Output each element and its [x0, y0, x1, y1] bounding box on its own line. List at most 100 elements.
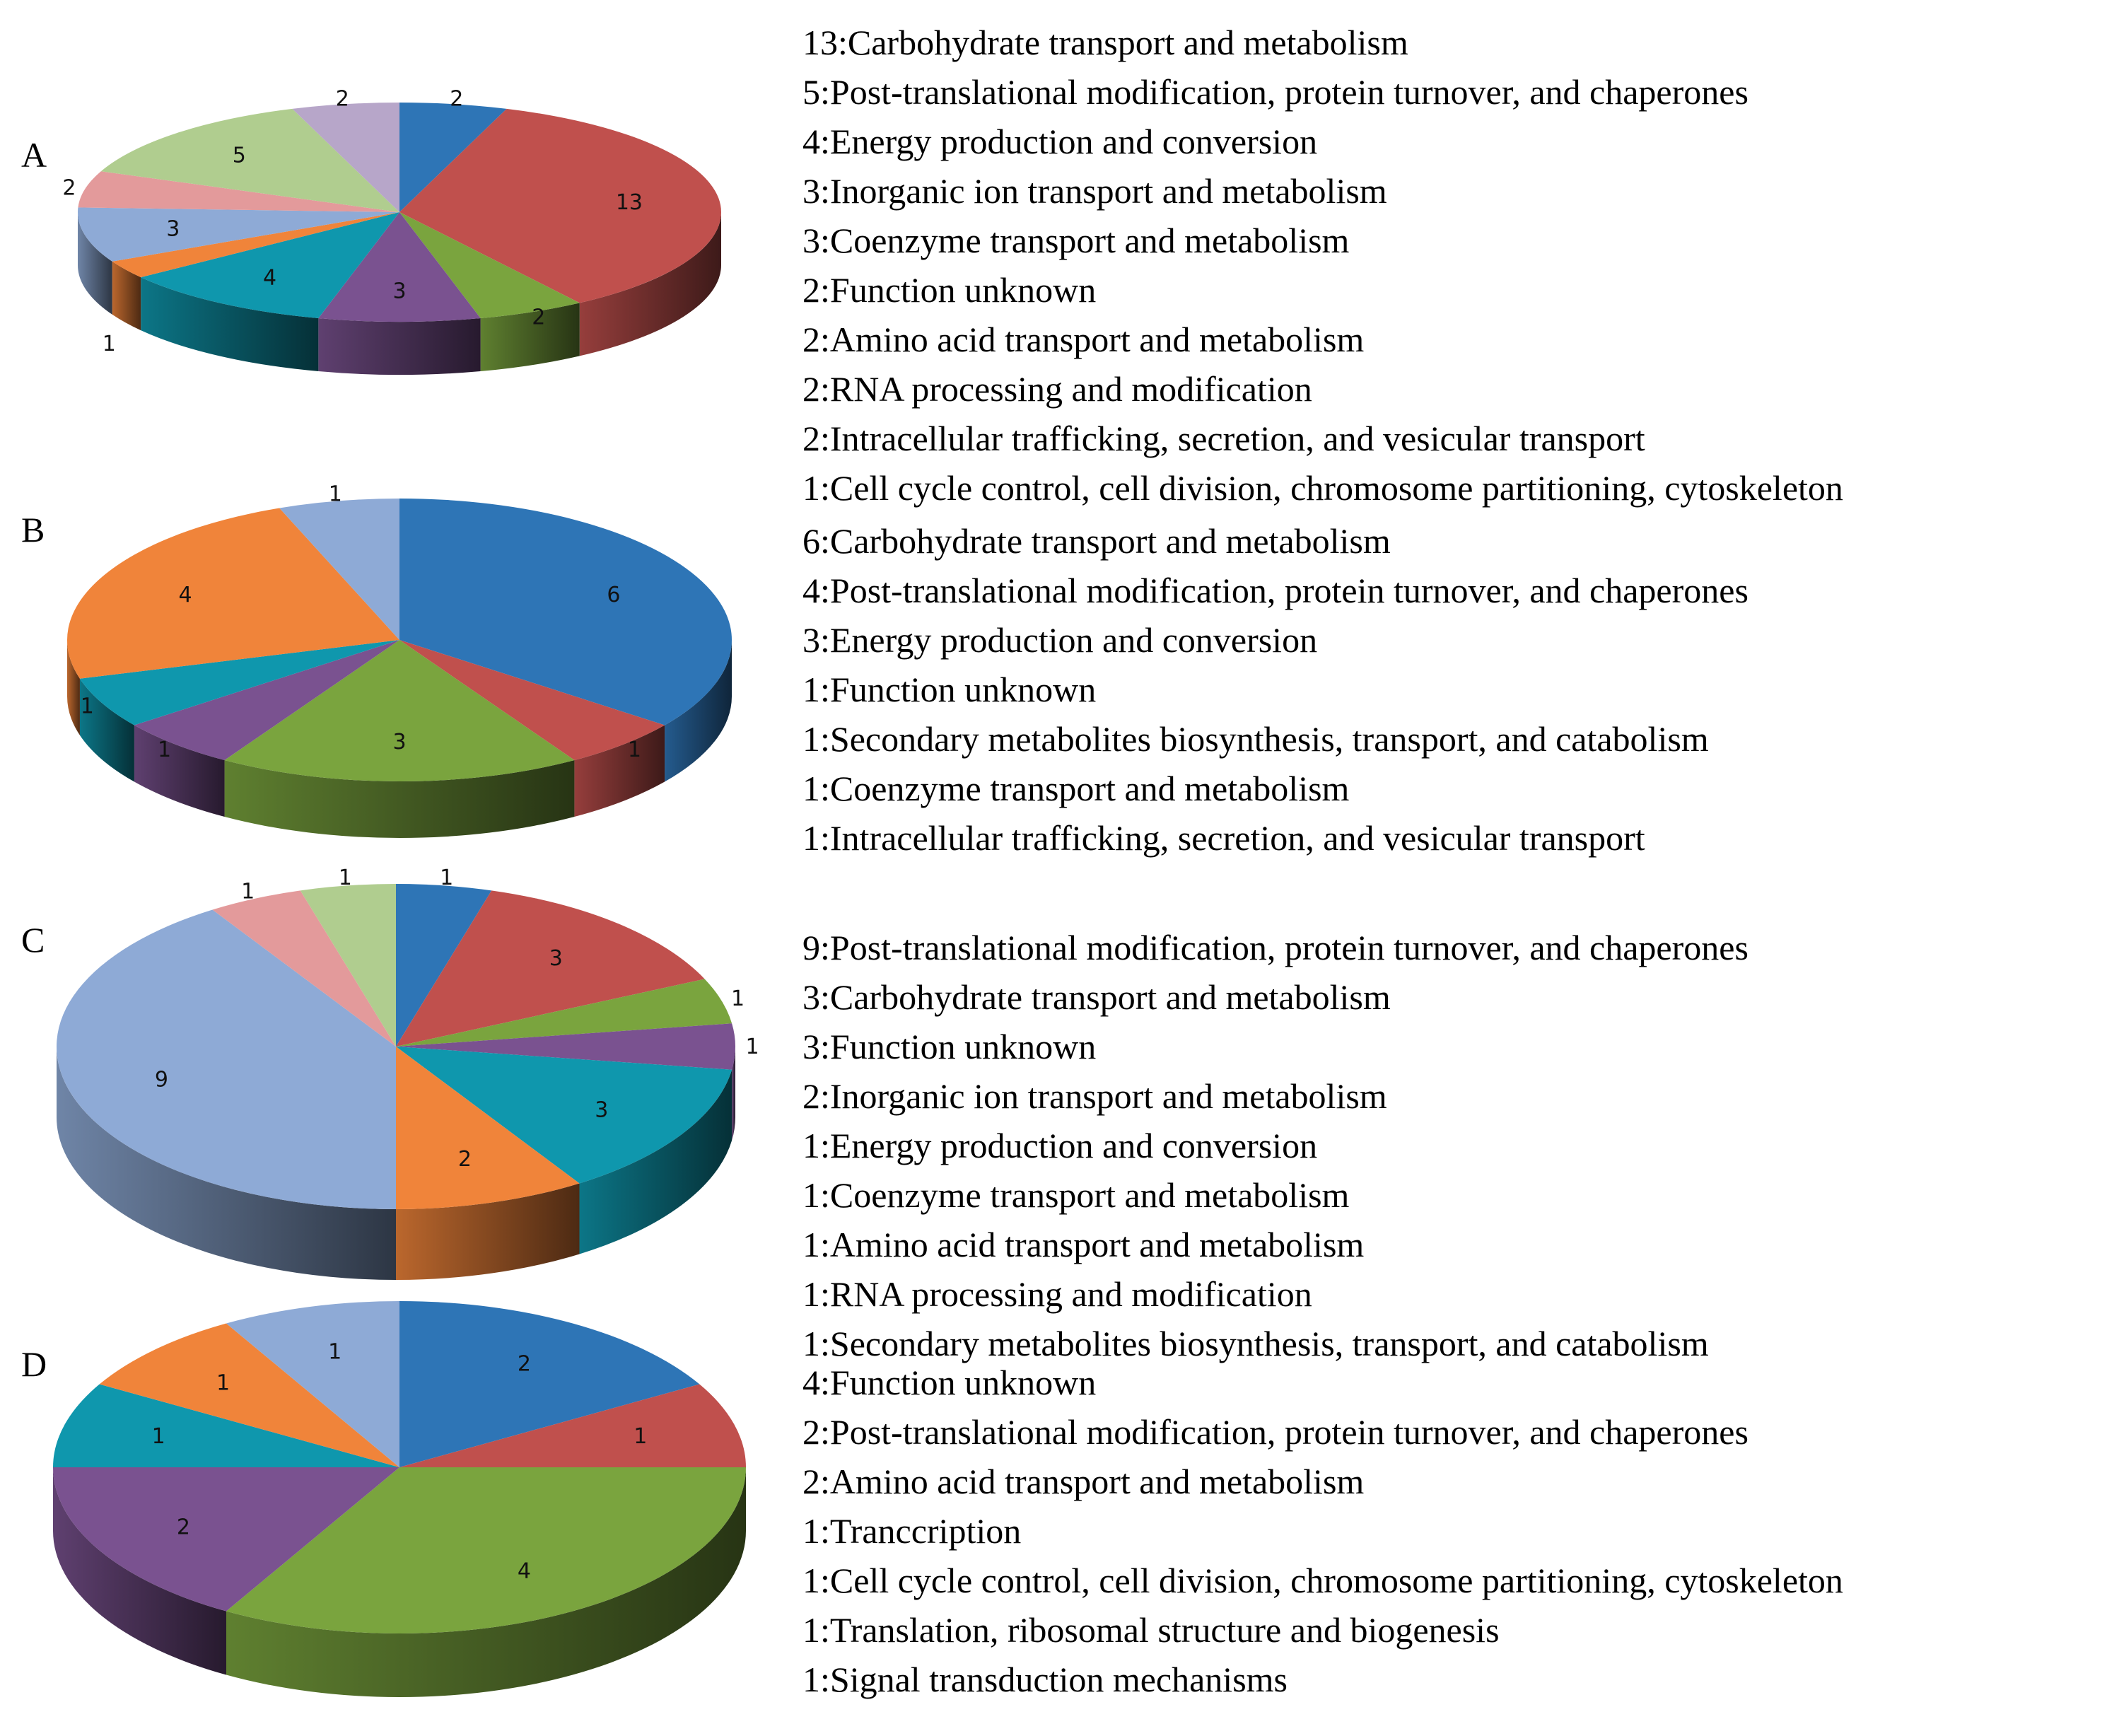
slice-side-wall: [732, 1047, 735, 1141]
legend-item: 1:Cell cycle control, cell division, chr…: [802, 468, 1843, 508]
slice-value-label: 1: [158, 738, 171, 762]
legend: 4:Function unknown 2:Post-translational …: [802, 1358, 1843, 1704]
pie-slice: [399, 212, 580, 318]
pie-slice: [399, 103, 507, 212]
legend-item: 1:RNA processing and modification: [802, 1274, 1312, 1314]
pie-slice: [396, 1047, 732, 1184]
legend-item: 2:Inorganic ion transport and metabolism: [802, 1076, 1387, 1116]
slice-side-wall: [579, 1069, 732, 1254]
slice-value-label: 3: [549, 946, 563, 971]
pie-slice: [279, 499, 399, 640]
slice-value-label: 6: [607, 583, 620, 607]
pie-slice: [396, 1047, 580, 1209]
pie-slice: [224, 640, 575, 781]
legend-item: 13:Carbohydrate transport and metabolism: [802, 23, 1408, 62]
pie-chart: 2 1 4 2 1 1 1: [52, 1301, 746, 1697]
slice-value-label: 4: [518, 1559, 531, 1584]
slice-value-label: 2: [518, 1351, 531, 1376]
slice-side-wall: [78, 212, 112, 315]
legend-item: 1:Intracellular trafficking, secretion, …: [802, 818, 1645, 858]
pie-slice: [57, 909, 397, 1209]
legend-item: 4:Function unknown: [802, 1363, 1097, 1402]
legend-item: 3:Function unknown: [802, 1027, 1097, 1066]
slice-value-label: 2: [62, 176, 76, 201]
slice-side-wall: [141, 277, 319, 371]
pie-slice: [399, 499, 732, 726]
legend-item: 1:Coenzyme transport and metabolism: [802, 1175, 1350, 1215]
pie-slice: [78, 207, 400, 262]
legend-item: 1:Energy production and conversion: [802, 1126, 1318, 1165]
slice-side-wall: [318, 318, 481, 375]
pie-slice: [100, 108, 399, 212]
legend-item: 4:Energy production and conversion: [802, 122, 1318, 161]
legend-item: 5:Post-translational modification, prote…: [802, 72, 1749, 112]
slice-value-label: 1: [328, 1340, 342, 1365]
slice-side-wall: [226, 1467, 746, 1697]
pie-slice: [141, 212, 399, 318]
pie-slice: [226, 1301, 399, 1467]
slice-side-wall: [79, 678, 134, 782]
slice-side-wall: [224, 760, 575, 838]
slice-value-label: 1: [329, 482, 342, 507]
slice-value-label: 2: [532, 305, 545, 330]
pie-slice: [212, 890, 396, 1047]
panel-b: B 6 1 3 1 1 4 1 6:Carbohydrate transport and m…: [0, 482, 2119, 898]
pie-slice: [53, 1384, 399, 1467]
slice-value-label: 9: [155, 1068, 168, 1093]
pie-slice: [79, 640, 399, 726]
slice-value-label: 3: [166, 217, 180, 242]
legend-item: 1:Signal transduction mechanisms: [802, 1660, 1288, 1699]
legend-item: 1:Translation, ribosomal structure and b…: [802, 1610, 1500, 1650]
legend-item: 9:Post-translational modification, prote…: [802, 928, 1749, 967]
legend-item: 2:RNA processing and modification: [802, 369, 1312, 409]
slice-value-label: 1: [634, 1424, 647, 1449]
legend-item: 1:Tranccription: [802, 1511, 1022, 1551]
slice-value-label: 1: [152, 1424, 165, 1449]
pie-slice: [399, 1301, 700, 1467]
pie-slice: [399, 1384, 746, 1467]
panel-label: A: [21, 135, 47, 175]
legend-item: 1:Amino acid transport and metabolism: [802, 1225, 1365, 1264]
slice-side-wall: [396, 1183, 580, 1280]
pie-slice: [318, 212, 481, 322]
pie-slice: [226, 1467, 746, 1633]
legend-item: 3:Coenzyme transport and metabolism: [802, 221, 1350, 260]
legend: 9:Post-translational modification, prote…: [802, 923, 1749, 1368]
slice-side-wall: [574, 725, 665, 817]
pie-chart: 6 1 3 1 1 4 1: [67, 482, 732, 838]
legend-item: 1:Cell cycle control, cell division, chr…: [802, 1561, 1843, 1600]
slice-side-wall: [134, 725, 225, 817]
slice-value-label: 1: [745, 1035, 759, 1059]
slice-side-wall: [67, 640, 80, 735]
panel-d: D 2 1 4 2 1 1 1 4:Function unknown 2:Post-tran…: [0, 1301, 2119, 1736]
slice-value-label: 3: [595, 1098, 608, 1123]
slice-side-wall: [112, 261, 141, 331]
legend-item: 3:Inorganic ion transport and metabolism: [802, 171, 1387, 211]
pie-slice: [78, 171, 399, 212]
legend-item: 2:Amino acid transport and metabolism: [802, 1462, 1365, 1501]
legend-item: 2:Function unknown: [802, 270, 1097, 310]
slice-value-label: 1: [440, 866, 453, 890]
pie-slice: [399, 640, 665, 761]
pie-slice: [396, 979, 732, 1047]
slice-value-label: 3: [392, 279, 406, 304]
slice-value-label: 1: [241, 879, 255, 904]
pie-slice: [300, 884, 396, 1047]
panel-label: C: [21, 920, 45, 960]
legend-item: 3:Energy production and conversion: [802, 620, 1318, 660]
pie-slice: [134, 640, 400, 761]
pie-slice: [399, 108, 722, 303]
legend: 13:Carbohydrate transport and metabolism…: [802, 18, 1843, 513]
legend: 6:Carbohydrate transport and metabolism …: [802, 516, 1749, 863]
slice-value-label: 1: [103, 332, 116, 356]
slice-side-wall: [579, 212, 721, 356]
slice-side-wall: [57, 1047, 396, 1280]
slice-value-label: 1: [81, 694, 94, 719]
slice-value-label: 13: [616, 190, 643, 215]
slice-value-label: 1: [216, 1370, 230, 1395]
slice-value-label: 3: [392, 730, 406, 755]
legend-item: 1:Secondary metabolites biosynthesis, tr…: [802, 1324, 1709, 1363]
pie-slice: [99, 1323, 399, 1467]
